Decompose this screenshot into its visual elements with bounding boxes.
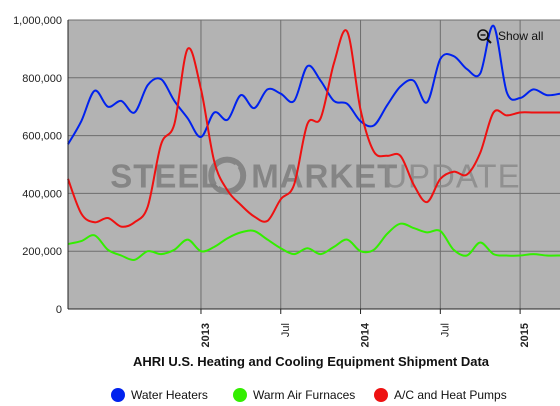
- series-line-warm-air-furnaces[interactable]: [67, 222, 560, 261]
- legend-label: Water Heaters: [131, 388, 208, 402]
- watermark: STEEL MARKET UPDATE: [110, 156, 520, 195]
- show-all-button[interactable]: Show all: [477, 29, 543, 44]
- legend: Water Heaters Warm Air Furnaces A/C and He…: [111, 388, 507, 402]
- x-tick-label: 2014: [360, 322, 372, 347]
- show-all-label: Show all: [498, 29, 543, 43]
- x-tick-label: 2015: [519, 323, 531, 347]
- zoom-out-icon: [477, 29, 489, 41]
- legend-marker: [374, 388, 388, 402]
- x-tick-label: Jul: [280, 323, 292, 337]
- watermark-word-update: UPDATE: [383, 158, 520, 195]
- series-line-water-heaters[interactable]: [67, 24, 560, 145]
- legend-label: A/C and Heat Pumps: [394, 388, 507, 402]
- x-tick-label: Jul: [439, 323, 451, 337]
- y-tick-label: 200,000: [22, 246, 62, 258]
- watermark-word-steel: STEEL: [110, 158, 221, 195]
- y-tick-label: 800,000: [22, 73, 62, 85]
- x-tick-label: 2013: [200, 323, 212, 347]
- legend-item-warm-air-furnaces[interactable]: Warm Air Furnaces: [233, 388, 355, 402]
- y-tick-label: 400,000: [22, 188, 62, 200]
- legend-marker: [233, 388, 247, 402]
- legend-label: Warm Air Furnaces: [253, 388, 355, 402]
- chart-title: AHRI U.S. Heating and Cooling Equipment …: [133, 354, 490, 369]
- plot-area: [68, 20, 560, 309]
- watermark-word-market: MARKET: [251, 158, 398, 195]
- y-tick-label: 1,000,000: [13, 15, 62, 27]
- y-tick-label: 0: [56, 304, 62, 316]
- legend-item-a-c-and-heat-pumps[interactable]: A/C and Heat Pumps: [374, 388, 507, 402]
- legend-item-water-heaters[interactable]: Water Heaters: [111, 388, 208, 402]
- y-tick-label: 600,000: [22, 131, 62, 143]
- series-line-a-c-and-heat-pumps[interactable]: [67, 29, 560, 228]
- legend-marker: [111, 388, 125, 402]
